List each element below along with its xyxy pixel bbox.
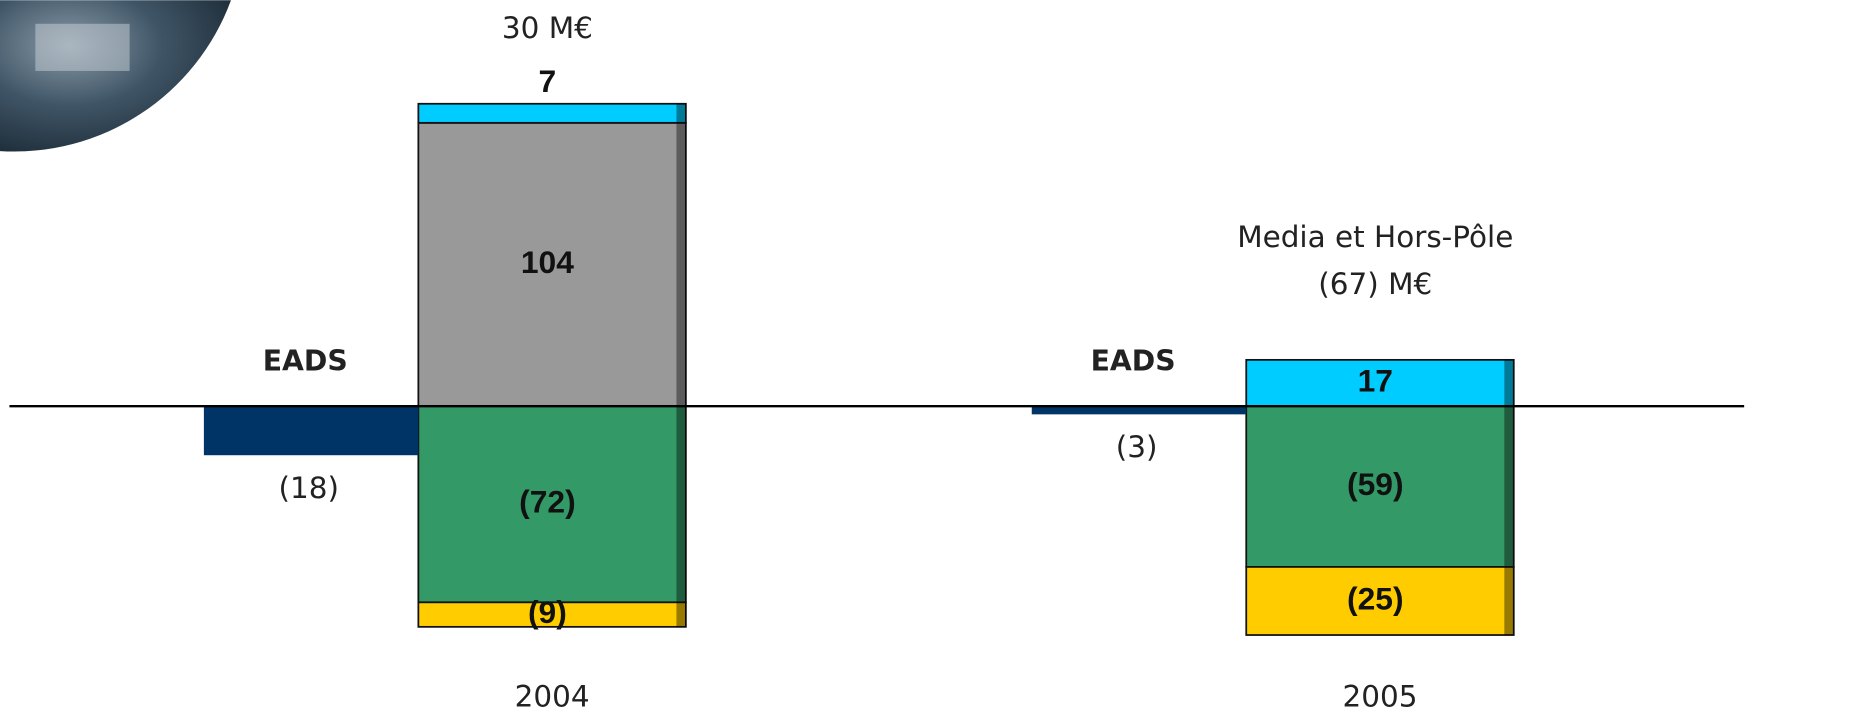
reference-name: EADS — [263, 345, 348, 378]
bar-shade — [676, 602, 686, 627]
reference-value: (3) — [1116, 430, 1158, 464]
segment-label: (59) — [1347, 466, 1404, 502]
category-label: 2005 — [1343, 679, 1418, 713]
total-annotation: Media et Hors-Pôle — [1237, 220, 1513, 254]
corner-photo — [0, 0, 231, 152]
segment-label: 104 — [521, 244, 574, 280]
bar-shade — [676, 406, 686, 603]
bar-shade — [1504, 566, 1514, 636]
bar-segment — [417, 102, 687, 124]
segment-label: 17 — [1358, 362, 1393, 398]
total-annotation: (67) M€ — [1318, 267, 1432, 301]
bar-shade — [1504, 359, 1514, 407]
photo-detail — [35, 23, 130, 71]
total-annotation: 30 M€ — [502, 11, 593, 45]
reference-name: EADS — [1091, 345, 1176, 378]
bar-segment — [1245, 566, 1515, 636]
bar-segment — [417, 405, 687, 604]
category-label: 2004 — [515, 679, 590, 713]
bar-segment — [1245, 405, 1515, 568]
segment-label: (25) — [1347, 580, 1404, 616]
reference-bar — [1031, 406, 1247, 415]
segment-label: (72) — [519, 484, 576, 520]
segment-label: (9) — [528, 594, 567, 630]
bar-shade — [676, 122, 686, 407]
bar-segment — [1245, 358, 1515, 408]
bar-segment — [417, 121, 687, 408]
bar-segment — [417, 601, 687, 628]
bar-shade — [1504, 406, 1514, 567]
segment-label: 7 — [539, 63, 557, 99]
reference-value: (18) — [279, 471, 339, 505]
bar-shade — [676, 103, 686, 123]
reference-bar — [203, 406, 419, 456]
